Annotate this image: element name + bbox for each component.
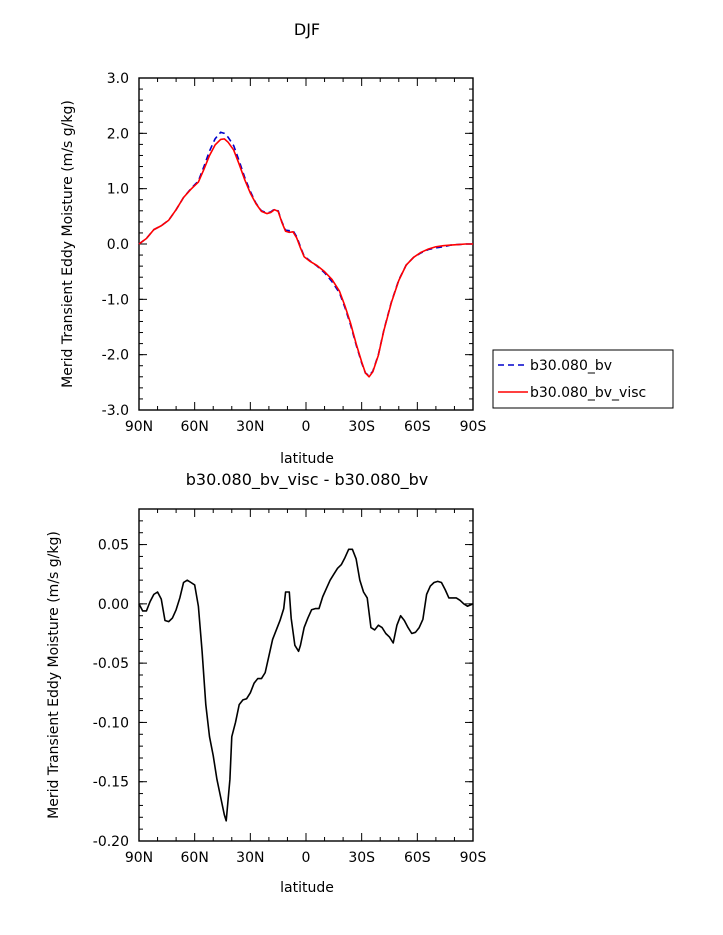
top-plot-xtick-label: 30S [348,419,375,435]
bottom-plot-xtick-label: 90N [125,850,153,866]
legend: b30.080_bv b30.080_bv_visc [492,349,674,409]
bottom-plot-xlabel: latitude [280,880,334,896]
top-plot-ytick-label: -1.0 [102,292,129,308]
bottom-plot-ytick-label: 0.05 [98,538,129,554]
top-plot-frame [138,77,474,411]
top-plot-ticks: 90N 60N 30N 0 30S 60S 90S 3.0 2.0 1.0 0.0 -1.0 -2.0 -… [102,71,487,435]
top-plot-xtick-label: 30N [236,419,264,435]
bottom-plot-title: b30.080_bv_visc - b30.080_bv [186,470,429,490]
bottom-plot-ylabel: Merid Transient Eddy Moisture (m/s g/kg) [46,531,62,819]
top-plot-xtick-label: 0 [302,419,311,435]
bottom-plot-ticks: 90N 60N 30N 0 30S 60S 90S 0.05 0.00 -0.05 -0.10 -0.… [93,508,487,866]
bottom-plot-ytick-label: -0.20 [93,834,129,850]
top-plot-xtick-label: 60S [404,419,431,435]
bottom-plot-ytick-label: 0.00 [98,597,129,613]
bottom-plot-xtick-label: 60N [181,850,209,866]
top-plot-ytick-label: -3.0 [102,403,129,419]
top-plot: DJF 90N 60N 30N 0 30S 60S 90S 3.0 2.0 1.0 0.0 -1.0 -… [60,20,674,467]
bottom-plot-xtick-label: 0 [302,850,311,866]
top-plot-xtick-label: 90N [125,419,153,435]
top-plot-ytick-label: 2.0 [107,126,129,142]
bottom-plot-xtick-label: 30S [348,850,375,866]
legend-label-series-2: b30.080_bv_visc [530,385,646,401]
bottom-plot-xtick-label: 60S [404,850,431,866]
top-plot-xlabel: latitude [280,451,334,467]
bottom-plot-ytick-label: -0.10 [93,715,129,731]
top-plot-ytick-label: 0.0 [107,237,129,253]
top-plot-xtick-label: 60N [181,419,209,435]
top-plot-title: DJF [294,20,320,39]
top-plot-xtick-label: 90S [460,419,487,435]
bottom-plot-series [138,548,474,822]
legend-label-series-1: b30.080_bv [530,358,612,374]
bottom-plot-frame [138,508,474,842]
top-plot-series [138,131,473,378]
legend-frame [492,349,674,409]
top-plot-ytick-label: 1.0 [107,182,129,198]
bottom-plot-xtick-label: 30N [236,850,264,866]
top-plot-ylabel: Merid Transient Eddy Moisture (m/s g/kg) [60,100,76,388]
top-plot-series-line-2 [138,138,473,378]
bottom-plot-series-line-1 [138,548,474,822]
top-plot-ytick-label: -2.0 [102,348,129,364]
top-plot-ytick-label: 3.0 [107,71,129,87]
bottom-plot-ytick-label: -0.05 [93,656,129,672]
bottom-plot: b30.080_bv_visc - b30.080_bv 90N 60N 30N 0 3… [46,470,486,896]
top-plot-series-line-1 [138,131,473,377]
bottom-plot-ytick-label: -0.15 [93,775,129,791]
bottom-plot-xtick-label: 90S [460,850,487,866]
